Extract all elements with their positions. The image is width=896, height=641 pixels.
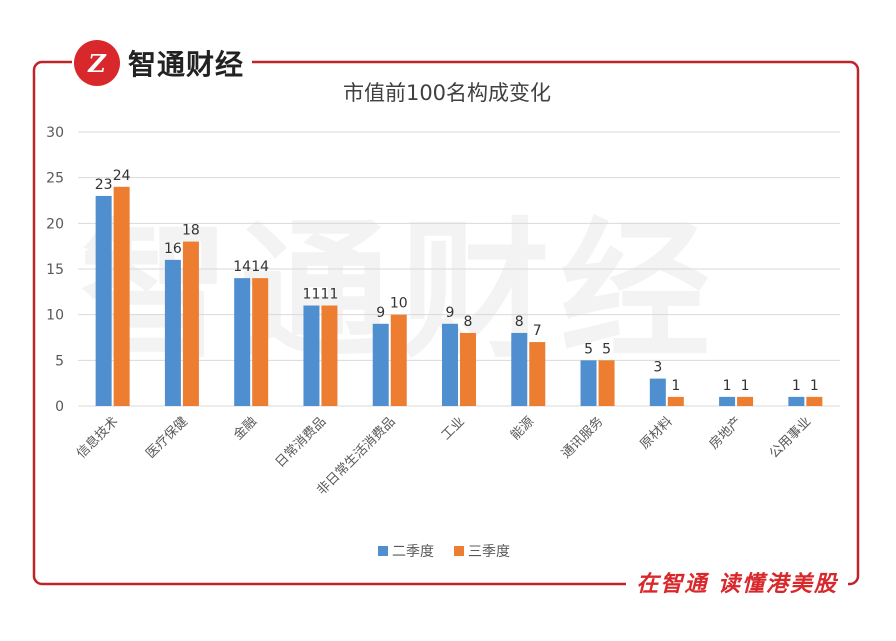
- bar: [529, 342, 546, 406]
- data-label: 10: [390, 296, 408, 312]
- bar: [806, 396, 823, 406]
- legend-swatch: [454, 546, 464, 556]
- data-label: 24: [113, 168, 131, 184]
- y-tick-label: 30: [46, 125, 64, 141]
- data-label: 1: [741, 378, 750, 394]
- y-tick-label: 10: [46, 308, 64, 324]
- data-label: 5: [584, 341, 593, 357]
- legend: 二季度 三季度: [378, 544, 510, 560]
- data-label: 7: [533, 323, 542, 339]
- data-label: 14: [251, 259, 269, 275]
- data-label: 8: [515, 314, 524, 330]
- bar: [182, 241, 199, 406]
- bar: [390, 314, 407, 406]
- x-tick-label: 公用事业: [767, 414, 814, 461]
- x-tick-label: 能源: [508, 414, 537, 443]
- data-label: 18: [182, 223, 200, 239]
- x-tick-label: 金融: [230, 414, 260, 444]
- brand-logo-icon: Z: [74, 40, 120, 86]
- data-label: 1: [671, 378, 680, 394]
- x-tick-label: 信息技术: [73, 414, 121, 462]
- x-tick-label: 工业: [439, 414, 468, 443]
- data-label: 9: [446, 305, 455, 321]
- y-tick-label: 15: [46, 262, 64, 278]
- y-tick-label: 25: [46, 171, 64, 187]
- data-label: 5: [602, 341, 611, 357]
- y-tick-label: 20: [46, 216, 64, 232]
- bar: [442, 323, 458, 406]
- bar: [580, 360, 597, 406]
- bar: [598, 360, 615, 406]
- x-tick-label: 医疗保健: [143, 414, 190, 461]
- data-label: 1: [810, 378, 819, 394]
- data-label: 3: [653, 360, 662, 376]
- bar: [788, 396, 805, 406]
- data-label: 11: [321, 287, 339, 303]
- brand-name: 智通财经: [128, 48, 245, 81]
- bar: [113, 186, 130, 406]
- legend-swatch: [378, 546, 388, 556]
- bar: [303, 305, 320, 406]
- data-label: 1: [792, 378, 801, 394]
- x-tick-label: 日常消费品: [273, 414, 330, 471]
- x-tick-label: 通讯服务: [558, 414, 606, 462]
- data-label: 14: [233, 259, 251, 275]
- bar: [252, 278, 269, 406]
- bar: [234, 278, 251, 406]
- y-tick-label: 5: [55, 353, 64, 369]
- x-tick-label: 原材料: [637, 414, 675, 452]
- data-label: 23: [95, 177, 113, 193]
- bar: [737, 396, 754, 406]
- bar: [95, 195, 112, 406]
- bar: [511, 332, 528, 406]
- brand: Z 智通财经: [72, 40, 253, 86]
- bar: [719, 396, 736, 406]
- slogan: 在智通 读懂港美股: [626, 566, 848, 598]
- bars: [95, 186, 823, 406]
- bar: [321, 305, 338, 406]
- legend-label: 三季度: [468, 544, 510, 560]
- data-label: 9: [376, 305, 385, 321]
- x-tick-label: 房地产: [706, 414, 745, 453]
- bar: [460, 332, 476, 406]
- y-tick-label: 0: [55, 399, 64, 415]
- legend-label: 二季度: [392, 544, 434, 560]
- chart-title: 市值前100名构成变化: [343, 81, 551, 105]
- data-label: 11: [303, 287, 321, 303]
- bar: [649, 378, 666, 406]
- data-label: 1: [723, 378, 732, 394]
- bar: [372, 323, 389, 406]
- bar: [164, 259, 181, 406]
- bar: [667, 396, 684, 406]
- data-label: 8: [464, 314, 473, 330]
- data-label: 16: [164, 241, 182, 257]
- grid-lines: [78, 131, 840, 407]
